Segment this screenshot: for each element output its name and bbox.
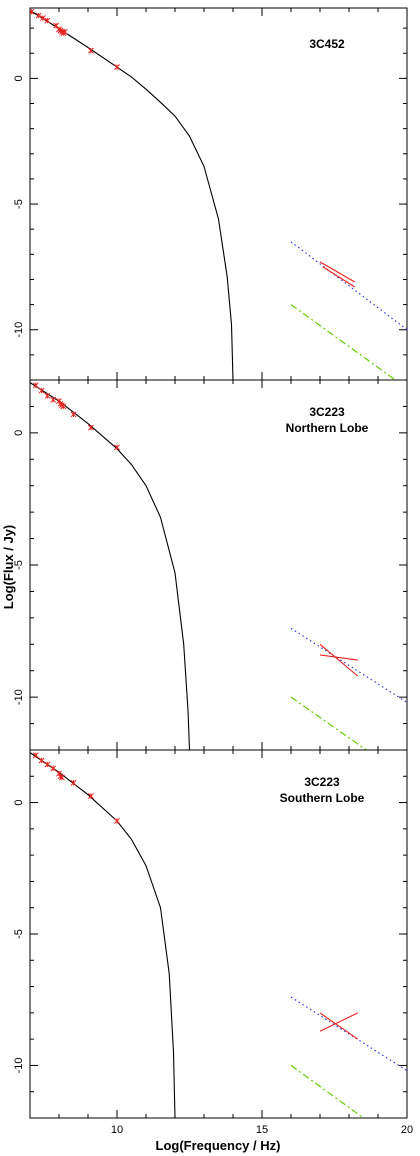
y-tick-label: 0 [13, 800, 25, 806]
ic-model-line [290, 996, 407, 1072]
data-point [53, 22, 60, 29]
x-tick-label: 20 [401, 1124, 413, 1136]
data-point [50, 396, 57, 403]
data-point [44, 392, 51, 399]
panel-title: Northern Lobe [286, 421, 369, 435]
plot-area [30, 382, 407, 750]
synchrotron-model-line [30, 382, 191, 750]
y-tick-label: 0 [13, 75, 25, 81]
y-tick-label: -10 [13, 322, 25, 338]
data-point [60, 403, 67, 410]
chart-panel-1: 0 -5 -10 3C452 [13, 7, 408, 381]
data-point [40, 15, 47, 22]
x-tick-label: 15 [256, 1124, 268, 1136]
chart-panels: 0 -5 -10 3C452 0 -5 -10 3C223 Northern Lobe 10 15 2… [13, 7, 413, 1136]
panel-title: 3C223 [309, 405, 345, 419]
y-tick-label: -5 [13, 199, 25, 209]
ssc-model-line [290, 696, 367, 750]
xray-bowtie-line [319, 261, 356, 283]
xray-bowtie-line [319, 643, 359, 677]
y-axis-label: Log(Flux / Jy) [1, 525, 16, 610]
panel-title: Southern Lobe [280, 791, 365, 805]
data-point [38, 387, 45, 394]
data-point [114, 444, 120, 451]
panel-title: 3C223 [304, 775, 340, 789]
data-point [114, 818, 120, 824]
data-point [87, 47, 94, 54]
data-point [87, 793, 94, 799]
plot-area [30, 752, 407, 1118]
y-tick-label: -10 [13, 689, 25, 705]
data-point [61, 28, 68, 35]
xray-bowtie-line [319, 1012, 359, 1040]
data-point [35, 12, 42, 19]
y-tick-label: -5 [13, 929, 25, 939]
ssc-model-line [290, 304, 396, 380]
panel-title: 3C452 [309, 37, 345, 51]
plot-frame [29, 379, 408, 751]
data-point [38, 757, 45, 764]
x-axis-label: Log(Frequency / Hz) [156, 1138, 281, 1153]
plot-frame [29, 7, 408, 381]
data-point [58, 774, 65, 781]
data-point [50, 765, 57, 772]
data-point [87, 424, 94, 431]
data-point [114, 64, 120, 71]
plot-frame [29, 749, 408, 1119]
y-tick-label: 0 [13, 430, 25, 436]
chart-panel-2: 0 -5 -10 3C223 Northern Lobe [13, 379, 408, 751]
ssc-model-line [290, 1064, 364, 1118]
ic-model-line [290, 627, 407, 703]
data-point [30, 8, 35, 15]
data-point [70, 779, 77, 786]
x-tick-label: 10 [111, 1124, 123, 1136]
data-point [32, 752, 39, 759]
xray-bowtie-line [319, 654, 358, 661]
data-point [70, 411, 77, 418]
synchrotron-model-line [30, 10, 234, 380]
y-tick-label: -5 [13, 560, 25, 570]
data-point [44, 761, 51, 768]
chart-panel-3: 10 15 20 0 -5 -10 3C223 Southern Lobe [13, 749, 413, 1136]
y-tick-label: -10 [13, 1057, 25, 1073]
xray-bowtie-line [319, 1012, 358, 1032]
plot-area [30, 8, 407, 380]
data-point [32, 382, 39, 389]
data-point [44, 17, 51, 24]
xray-bowtie-line [322, 266, 356, 288]
synchrotron-model-line [30, 752, 176, 1118]
ic-model-line [290, 241, 407, 331]
